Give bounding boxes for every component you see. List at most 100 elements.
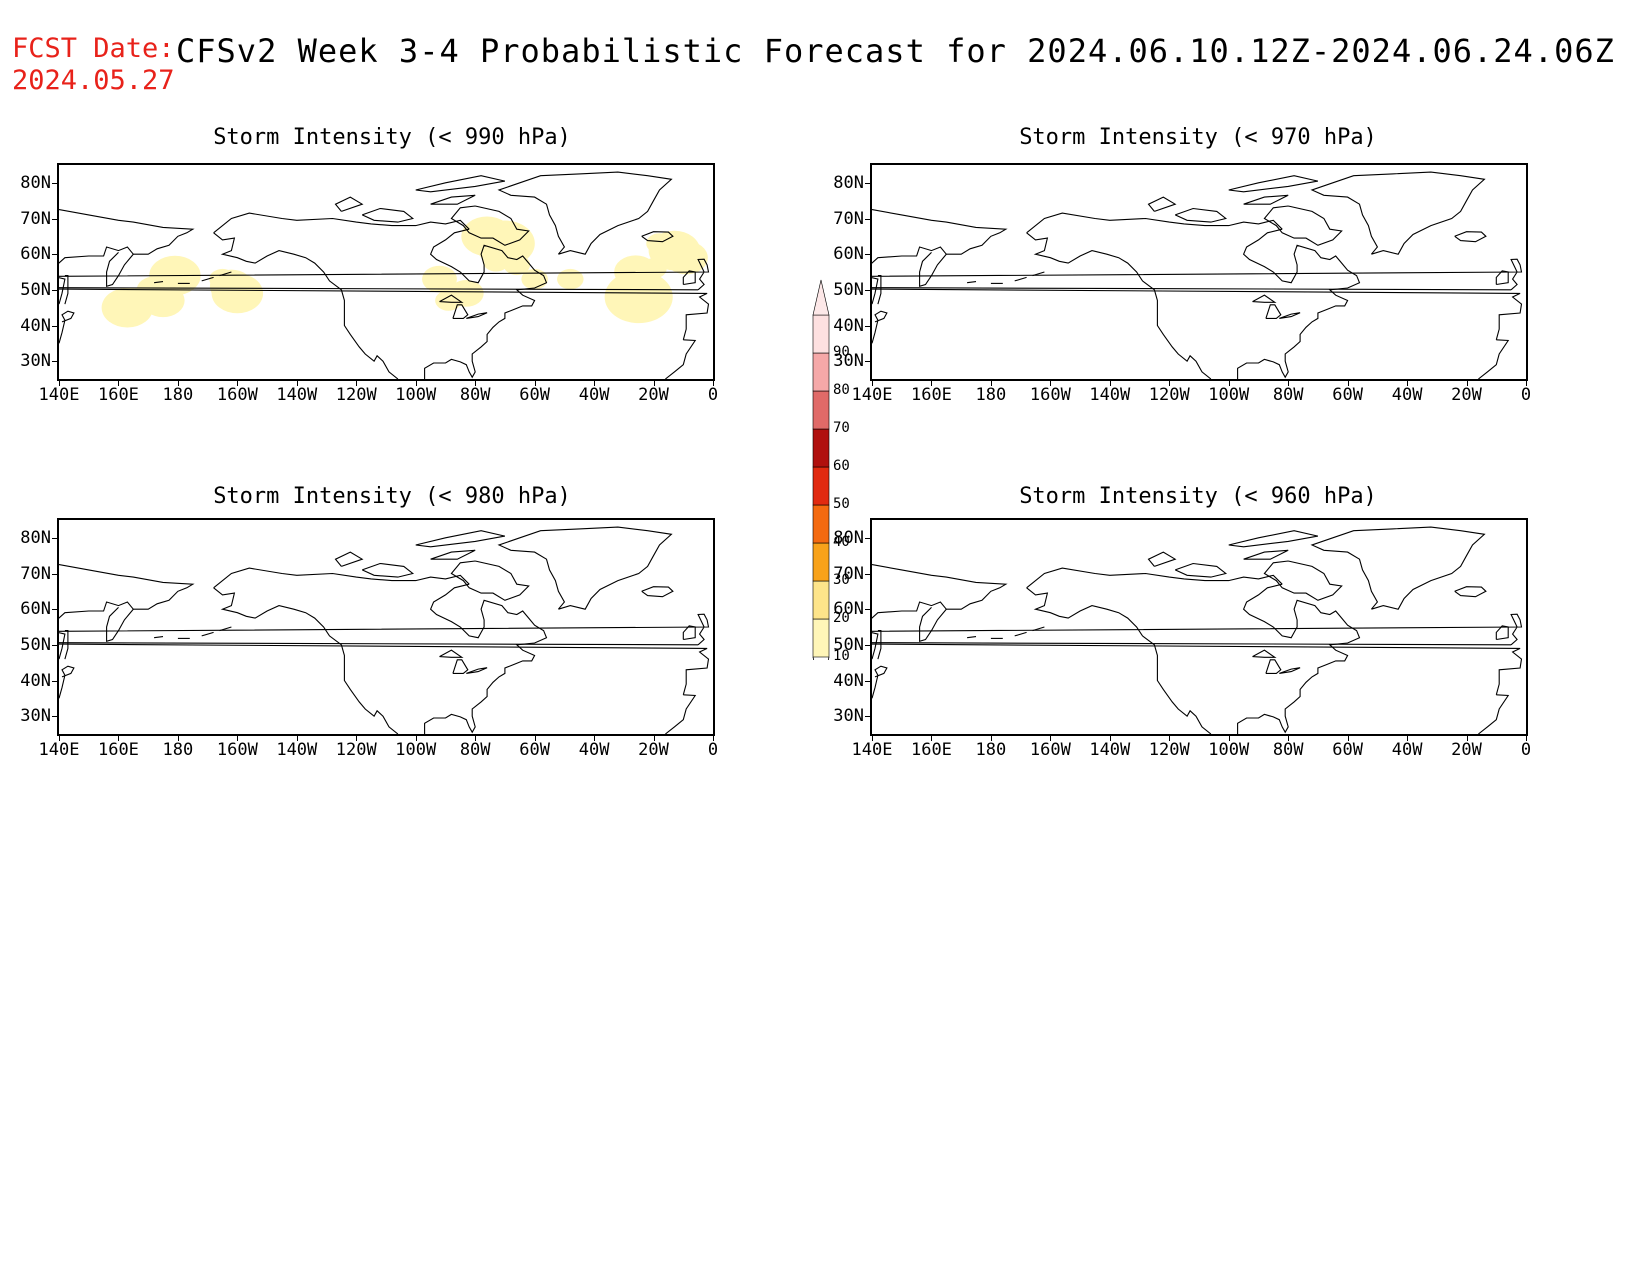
coastline — [439, 294, 464, 303]
colorbar-segment — [812, 542, 830, 582]
coastline — [154, 636, 164, 639]
coastline — [665, 694, 697, 734]
lat-label: 70N — [20, 208, 51, 229]
coastline — [1237, 583, 1361, 734]
coastline — [415, 530, 506, 548]
coastline — [466, 667, 488, 674]
lon-label: 20W — [1451, 385, 1482, 405]
panel-title-970: Storm Intensity (< 970 hPa) — [1019, 125, 1377, 150]
coastline — [1495, 625, 1509, 641]
probability-blob — [503, 254, 531, 276]
coastline — [877, 275, 882, 305]
lat-label: 80N — [20, 172, 51, 193]
lon-label: 160E — [910, 740, 952, 760]
lon-label: 180 — [975, 385, 1007, 405]
lon-tick — [1466, 736, 1468, 741]
lat-tick — [865, 254, 870, 256]
coastline — [872, 613, 1523, 646]
lon-label: 140W — [1089, 385, 1131, 405]
lon-label: 100W — [1208, 740, 1250, 760]
coastline — [1032, 271, 1045, 277]
lon-label: 140W — [1089, 740, 1131, 760]
lon-tick — [594, 381, 596, 386]
lon-tick — [415, 736, 417, 741]
coastline — [334, 551, 364, 567]
lon-label: 120W — [1148, 385, 1190, 405]
coastline — [1252, 649, 1277, 658]
lat-tick — [52, 609, 57, 611]
map-panel-960 — [870, 518, 1528, 736]
lon-label: 160W — [216, 385, 258, 405]
map-canvas — [872, 171, 1523, 379]
lat-tick — [52, 716, 57, 718]
lat-label: 60N — [20, 599, 51, 620]
coastline — [497, 171, 673, 255]
map-canvas — [59, 171, 710, 379]
lon-label: 20W — [638, 385, 669, 405]
lat-tick — [52, 218, 57, 220]
coastline — [1228, 530, 1319, 548]
coastline — [59, 209, 195, 255]
lon-tick — [594, 736, 596, 741]
lon-tick — [1407, 381, 1409, 386]
lon-label: 40W — [1391, 740, 1423, 760]
colorbar-level-label: 60 — [833, 458, 850, 474]
lon-tick — [1228, 381, 1230, 386]
lon-label: 180 — [162, 385, 194, 405]
lat-label: 60N — [833, 244, 864, 265]
coastline — [213, 212, 470, 234]
lon-label: 20W — [1451, 740, 1482, 760]
lat-tick — [52, 644, 57, 646]
coastline — [452, 304, 469, 319]
lon-label: 60W — [519, 385, 550, 405]
lon-tick — [1050, 381, 1052, 386]
lon-label: 100W — [1208, 385, 1250, 405]
lon-label: 40W — [1391, 385, 1423, 405]
lon-tick — [1526, 381, 1527, 386]
lon-tick — [534, 736, 536, 741]
map-canvas — [872, 526, 1523, 734]
coastline — [1174, 207, 1228, 223]
coastline — [361, 562, 415, 578]
lat-label: 40N — [20, 670, 51, 691]
lon-tick — [1050, 736, 1052, 741]
lon-label: 140E — [851, 740, 893, 760]
coastline — [450, 560, 530, 601]
lon-tick — [1466, 381, 1468, 386]
coastline — [1174, 562, 1228, 578]
coastline — [1237, 228, 1361, 379]
lon-label: 100W — [395, 385, 437, 405]
coastline — [1032, 626, 1045, 632]
coastline — [1454, 586, 1487, 598]
lon-tick — [475, 736, 477, 741]
coastline — [967, 636, 977, 639]
coastline — [1026, 212, 1283, 234]
coastline — [1310, 526, 1486, 610]
lon-tick — [1228, 736, 1230, 741]
lon-label: 140E — [38, 740, 80, 760]
lon-label: 140W — [276, 740, 318, 760]
coastline — [1026, 587, 1212, 734]
colorbar-bottom-arrow — [812, 656, 830, 693]
lat-label: 60N — [20, 244, 51, 265]
lat-label: 40N — [833, 670, 864, 691]
coastline — [1026, 232, 1212, 379]
coastline — [450, 205, 530, 246]
coastline — [430, 194, 476, 205]
probability-blob — [557, 268, 584, 290]
lat-tick — [865, 716, 870, 718]
lat-label: 30N — [20, 706, 51, 727]
coastline — [1454, 231, 1487, 243]
lon-tick — [653, 736, 655, 741]
colorbar-segment — [812, 428, 830, 468]
lon-label: 60W — [1332, 385, 1363, 405]
lon-tick — [475, 381, 477, 386]
colorbar-segment — [812, 466, 830, 506]
coastlines — [59, 171, 710, 379]
probability-blob — [664, 241, 708, 275]
lon-label: 120W — [335, 740, 377, 760]
colorbar-segment — [812, 580, 830, 620]
lon-label: 80W — [1272, 740, 1304, 760]
colorbar-level-label: 90 — [833, 344, 850, 360]
colorbar-level-label: 50 — [833, 496, 850, 512]
